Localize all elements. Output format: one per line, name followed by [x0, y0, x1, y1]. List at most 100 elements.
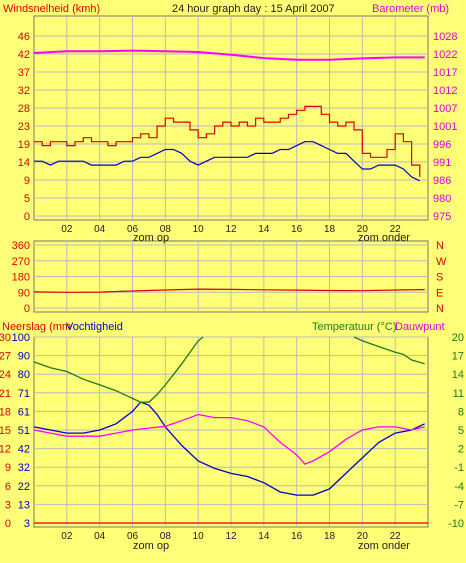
dir-tick-270: 270	[12, 256, 30, 268]
dewpoint-axis-label: Dauwpunt	[395, 321, 445, 333]
baro-tick-986: 986	[433, 175, 451, 187]
wind-tick-0: 0	[24, 211, 30, 223]
wind-axis-label: Windsnelheid (kmh)	[3, 3, 100, 15]
temp-tick-3: 11	[453, 388, 464, 400]
hum-tick-4: 61	[18, 406, 30, 418]
hum-tick-1: 90	[18, 351, 30, 363]
temp-tick-0: 20	[452, 332, 464, 344]
sunrise-label-1: zom op	[133, 232, 169, 244]
baro-tick-1022: 1022	[433, 49, 457, 61]
wind-series-1	[34, 141, 421, 182]
hum-tick-7: 32	[18, 462, 30, 474]
x3-tick-14: 14	[258, 531, 270, 542]
baro-tick-996: 996	[433, 139, 451, 151]
temp-series-3	[353, 336, 425, 365]
x3-tick-18: 18	[324, 531, 336, 542]
compass-tick-2: S	[436, 272, 443, 284]
compass-tick-4: N	[436, 303, 444, 315]
dir-tick-360: 360	[12, 240, 30, 252]
baro-tick-1007: 1007	[433, 103, 457, 115]
hum-tick-3: 71	[18, 388, 30, 400]
x3-tick-16: 16	[291, 531, 303, 542]
compass-tick-0: N	[436, 240, 444, 252]
temp-tick-1: 17	[452, 351, 464, 363]
panel-temperature-series	[33, 336, 428, 524]
wind-series-2	[33, 49, 425, 61]
temp-tick-4: 8	[458, 406, 464, 418]
x1-tick-14: 14	[258, 224, 270, 235]
hum-tick-5: 51	[18, 425, 30, 437]
chart-title: 24 hour graph day : 15 April 2007	[172, 3, 335, 15]
wind-tick-9: 9	[24, 175, 30, 187]
temperature-axis-label: Temperatuur (°C)	[312, 321, 396, 333]
rain-tick-6: 12	[0, 444, 11, 456]
wind-tick-23: 23	[18, 121, 30, 133]
x1-tick-04: 04	[94, 224, 106, 235]
x3-tick-22: 22	[390, 531, 402, 542]
temp-series-0	[33, 401, 425, 496]
x1-tick-10: 10	[193, 224, 205, 235]
compass-tick-3: E	[436, 287, 443, 299]
rain-tick-9: 3	[5, 499, 11, 511]
dir-tick-180: 180	[12, 272, 30, 284]
rain-tick-8: 6	[5, 481, 11, 493]
wind-series-0	[34, 105, 421, 177]
panel-direction-series	[33, 288, 425, 293]
baro-tick-991: 991	[433, 157, 451, 169]
wind-tick-37: 37	[18, 67, 30, 79]
direction-series-0	[33, 288, 425, 293]
baro-tick-975: 975	[433, 211, 451, 223]
x1-tick-08: 08	[160, 224, 172, 235]
rain-tick-2: 24	[0, 369, 11, 381]
compass-tick-1: W	[436, 256, 447, 268]
temp-tick-2: 14	[452, 369, 464, 381]
humidity-axis-label: Vochtigheid	[66, 321, 123, 333]
x3-tick-12: 12	[225, 531, 237, 542]
wind-tick-14: 14	[18, 157, 30, 169]
rain-tick-3: 21	[0, 388, 11, 400]
x1-tick-06: 06	[127, 224, 139, 235]
baro-tick-1001: 1001	[433, 121, 457, 133]
baro-tick-1012: 1012	[433, 85, 457, 97]
temp-tick-9: -7	[454, 499, 464, 511]
dir-tick-0: 0	[24, 303, 30, 315]
x3-tick-02: 02	[61, 531, 73, 542]
temp-series-1	[33, 413, 425, 465]
hum-tick-2: 80	[18, 369, 30, 381]
rain-tick-10: 0	[5, 518, 11, 530]
hum-tick-9: 13	[18, 499, 30, 511]
rain-tick-5: 15	[0, 425, 11, 437]
x1-tick-22: 22	[390, 224, 402, 235]
rain-axis-label: Neerslag (mm	[2, 321, 71, 333]
temp-tick-6: 2	[458, 444, 464, 456]
temp-series-2	[33, 336, 204, 403]
x3-tick-10: 10	[193, 531, 205, 542]
sunset-label-1: zom onder	[358, 232, 410, 244]
rain-tick-1: 27	[0, 351, 11, 363]
x3-tick-04: 04	[94, 531, 106, 542]
panel-direction-grid	[34, 241, 428, 312]
x3-tick-20: 20	[357, 531, 369, 542]
x1-tick-12: 12	[225, 224, 237, 235]
rain-tick-0: 30	[0, 332, 11, 344]
panel-wind-series	[33, 49, 425, 182]
x3-tick-08: 08	[160, 531, 172, 542]
panel-wind-grid	[34, 16, 428, 220]
x1-tick-20: 20	[357, 224, 369, 235]
x1-tick-02: 02	[61, 224, 73, 235]
rain-tick-4: 18	[0, 406, 11, 418]
tick-labels: 4642373228231914950102810221017101210071…	[0, 31, 464, 542]
x3-tick-06: 06	[127, 531, 139, 542]
wind-tick-28: 28	[18, 103, 30, 115]
hum-tick-8: 22	[18, 481, 30, 493]
sunrise-label-2: zom op	[133, 540, 169, 552]
baro-tick-980: 980	[433, 193, 451, 205]
baro-tick-1017: 1017	[433, 67, 457, 79]
x1-tick-16: 16	[291, 224, 303, 235]
rain-tick-7: 9	[5, 462, 11, 474]
panel-temperature-grid	[34, 336, 428, 527]
wind-tick-32: 32	[18, 85, 30, 97]
x1-tick-18: 18	[324, 224, 336, 235]
